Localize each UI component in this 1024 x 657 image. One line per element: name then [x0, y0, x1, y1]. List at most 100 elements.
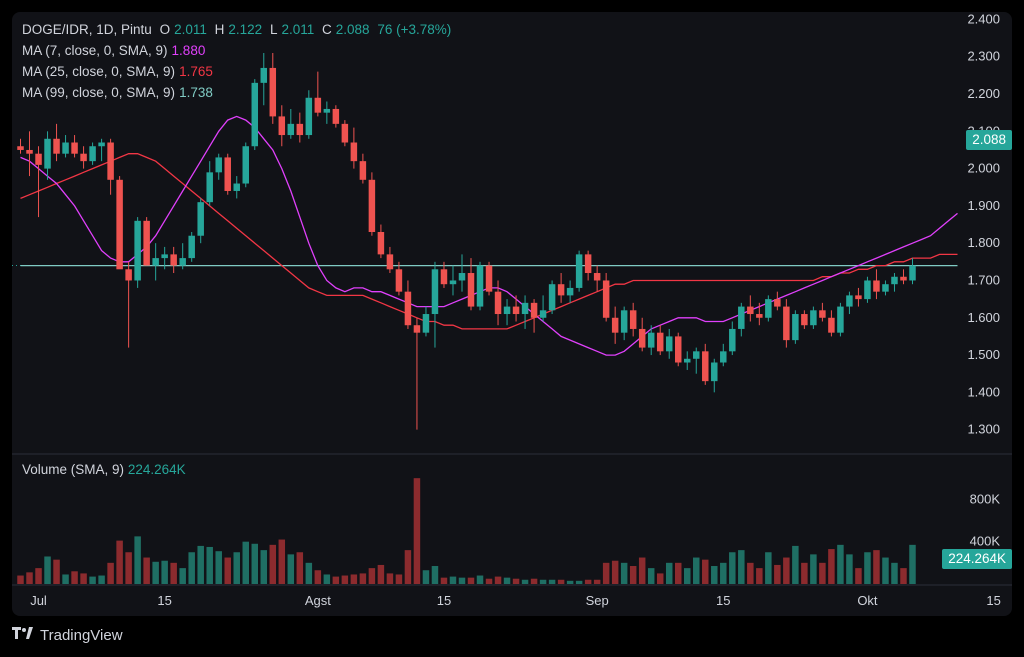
candle-body	[783, 306, 790, 341]
volume-bar	[810, 554, 817, 584]
volume-legend[interactable]: Volume (SMA, 9) 224.264K	[22, 462, 186, 477]
volume-bar	[251, 543, 259, 584]
candle-body	[774, 299, 781, 307]
volume-bar	[458, 577, 466, 584]
candle-body	[98, 142, 105, 147]
volume-bar	[278, 539, 286, 584]
volume-bar	[413, 478, 421, 584]
volume-bar	[467, 577, 475, 584]
volume-bar	[152, 561, 159, 584]
candle-body	[386, 254, 394, 270]
ma7-legend[interactable]: MA (7, close, 0, SMA, 9) 1.880	[22, 43, 209, 59]
volume-bar	[620, 562, 628, 584]
candle-body	[747, 306, 754, 315]
volume-bar	[170, 562, 177, 584]
candle-body	[900, 276, 907, 281]
volume-bar	[431, 566, 439, 584]
volume-bar	[98, 575, 105, 584]
tradingview-label: TradingView	[40, 626, 123, 644]
volume-bar	[332, 576, 340, 584]
volume-bar	[765, 552, 772, 584]
candle-body	[801, 314, 808, 326]
close-value: 2.088	[335, 22, 370, 37]
candle-body	[35, 153, 42, 165]
candle-body	[810, 310, 817, 326]
volume-bar	[548, 579, 556, 584]
candle-body	[674, 336, 682, 363]
volume-bar	[638, 557, 646, 584]
candle-body	[17, 146, 24, 150]
candle-body	[395, 269, 403, 292]
last-price-tag: 2.088	[966, 130, 1012, 150]
candle-body	[891, 276, 898, 285]
candle-body	[864, 280, 871, 300]
candle-body	[71, 142, 78, 154]
candle-body	[89, 146, 96, 162]
candle-body	[53, 138, 60, 154]
candle-body	[62, 142, 69, 154]
volume-bar	[503, 577, 511, 584]
candle-body	[377, 232, 385, 255]
volume-bar	[314, 570, 322, 584]
candle-body	[116, 179, 123, 270]
candle-body	[152, 258, 159, 266]
candle-body	[341, 123, 349, 143]
candle-body	[314, 97, 322, 113]
y-tick-label: 1.600	[967, 310, 1000, 325]
high-value: 2.122	[228, 22, 263, 37]
ma25-line	[20, 153, 958, 330]
volume-bar	[206, 546, 213, 584]
candle-body	[647, 332, 655, 348]
open-value: 2.011	[174, 22, 207, 37]
last-volume-tag: 224.264K	[942, 549, 1012, 569]
volume-bar	[873, 550, 880, 584]
chart-canvas[interactable]: 2.4002.3002.2002.1002.0001.9001.8001.700…	[12, 12, 1012, 616]
volume-bar	[323, 574, 331, 584]
candle-body	[404, 291, 412, 326]
candle-body	[224, 157, 231, 191]
x-tick-label: 15	[437, 593, 451, 608]
ma99-value: 1.738	[179, 85, 213, 100]
volume-bar	[891, 562, 898, 584]
volume-bar	[71, 571, 78, 584]
candle-body	[215, 157, 222, 173]
candle-body	[638, 328, 646, 348]
volume-bar	[539, 579, 547, 584]
chart-frame[interactable]: 2.4002.3002.2002.1002.0001.9001.8001.700…	[12, 12, 1012, 616]
candle-body	[828, 317, 835, 333]
volume-bar	[242, 541, 249, 584]
volume-bar	[665, 562, 673, 584]
volume-bar	[422, 570, 430, 584]
volume-bar	[404, 550, 412, 584]
candle-body	[368, 179, 376, 232]
y-tick-label: 1.500	[967, 347, 1000, 362]
volume-bar	[819, 562, 826, 584]
low-value: 2.011	[281, 22, 315, 37]
volume-bar	[846, 554, 853, 584]
tradingview-branding[interactable]: TradingView	[12, 626, 123, 644]
x-tick-label: 15	[716, 593, 730, 608]
y-tick-label: 2.000	[967, 161, 1000, 176]
volume-bar	[674, 562, 682, 584]
candle-body	[738, 306, 745, 329]
candle-body	[197, 202, 204, 236]
candle-body	[693, 351, 700, 359]
ma25-legend[interactable]: MA (25, close, 0, SMA, 9) 1.765	[22, 64, 217, 80]
ma99-legend[interactable]: MA (99, close, 0, SMA, 9) 1.738	[22, 85, 217, 101]
volume-bar	[179, 568, 186, 584]
volume-bar	[720, 562, 727, 584]
ohlc-legend: DOGE/IDR, 1D, Pintu O 2.011 H 2.122 L 2.011…	[22, 22, 455, 38]
x-tick-label: Okt	[857, 593, 878, 608]
candle-body	[611, 317, 619, 333]
volume-bar	[377, 564, 385, 584]
volume-bar	[909, 544, 916, 584]
ma99-label: MA (99, close, 0, SMA, 9)	[22, 85, 176, 100]
x-tick-label: Sep	[586, 593, 609, 608]
candle-body	[602, 280, 610, 318]
candle-body	[575, 254, 583, 288]
volume-bar	[350, 574, 358, 584]
candle-body	[296, 123, 304, 136]
volume-bar	[882, 557, 889, 584]
high-label: H	[214, 22, 225, 37]
volume-bar	[566, 580, 574, 584]
